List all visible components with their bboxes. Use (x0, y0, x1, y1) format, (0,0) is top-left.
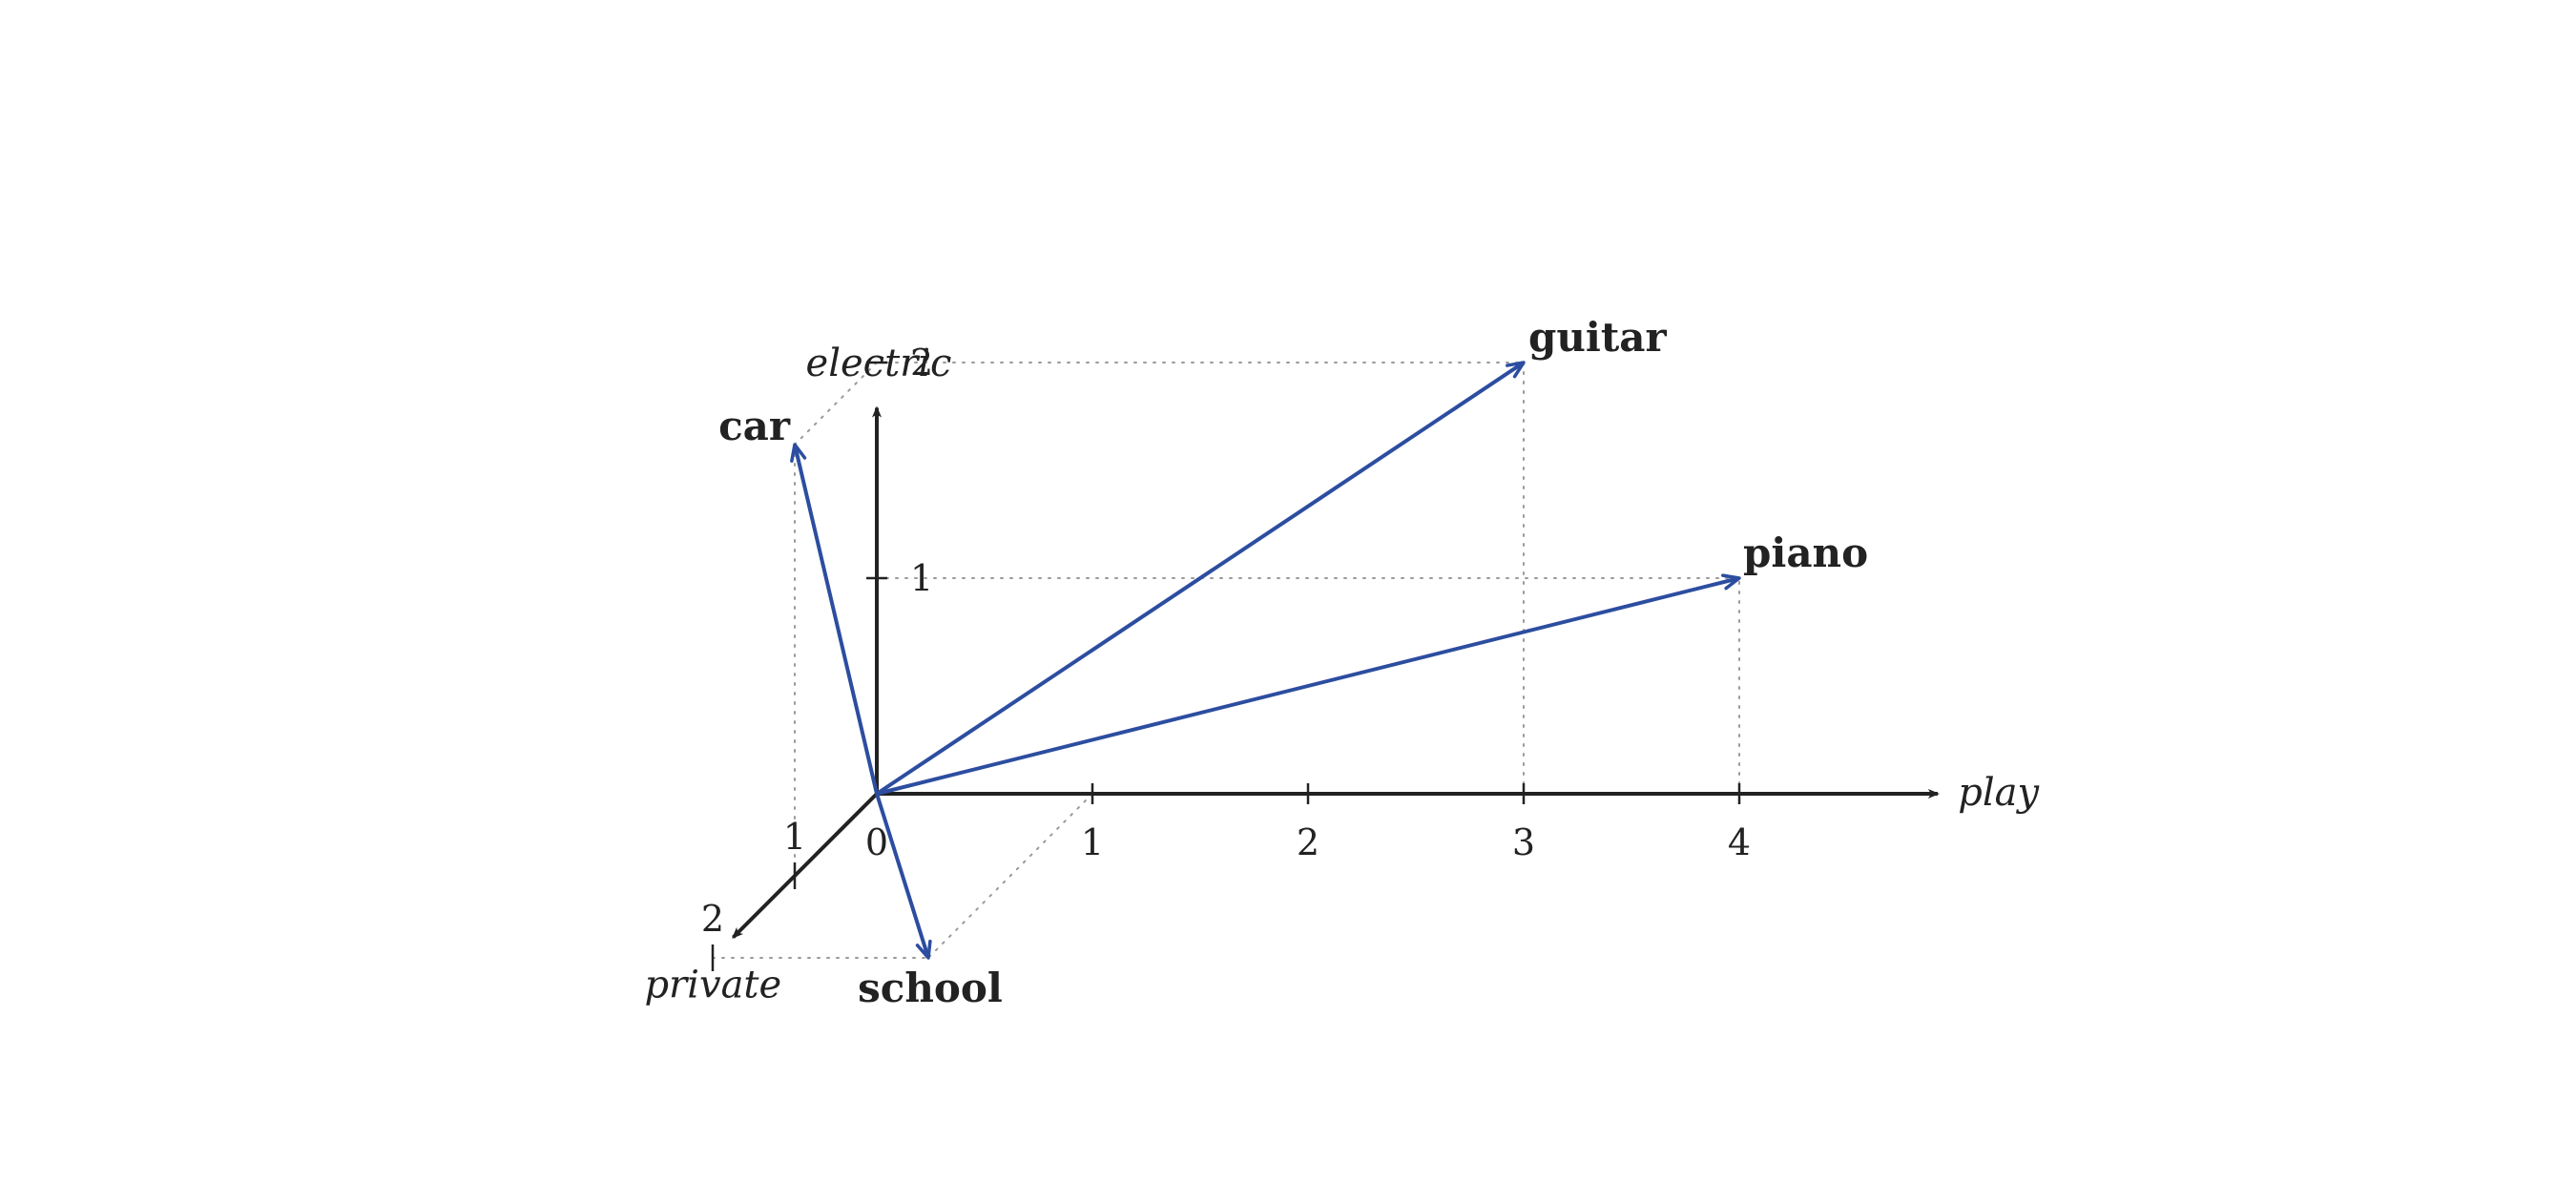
axis-ticks: 1 2 3 4 1 2 1 2 (701, 342, 1751, 971)
vector-label-car: car (718, 403, 791, 449)
private-tick-label: 1 (783, 816, 806, 858)
projection-guide-line (794, 362, 878, 446)
electric-axis-label: electric (806, 342, 952, 385)
private-tick-label: 2 (701, 898, 724, 940)
electric-tick-label: 2 (910, 342, 933, 384)
projection-guide-line (927, 793, 1093, 959)
private-axis (732, 792, 879, 939)
play-tick-label: 4 (1728, 821, 1751, 863)
vector-arrow-school (875, 793, 932, 960)
axes (732, 405, 1940, 939)
vector-arrow-guitar (875, 361, 1526, 796)
play-tick-label: 1 (1081, 821, 1104, 863)
vector-arrow-car (790, 443, 879, 795)
vector-label-guitar: guitar (1528, 314, 1667, 361)
word-vectors: guitar piano car school (718, 314, 1868, 1011)
vector-label-school: school (858, 965, 1003, 1011)
vector-label-piano: piano (1743, 529, 1868, 576)
play-tick-label: 2 (1297, 821, 1319, 863)
electric-tick-label: 1 (910, 557, 933, 599)
play-tick-label: 3 (1512, 821, 1535, 863)
axis-labels: play electric private 0 (644, 342, 2040, 1007)
projection-guides (712, 362, 1740, 959)
vector-arrow-piano (876, 573, 1741, 796)
origin-label: 0 (865, 821, 888, 863)
play-axis-label: play (1958, 771, 2040, 815)
private-axis-label: private (644, 964, 781, 1007)
